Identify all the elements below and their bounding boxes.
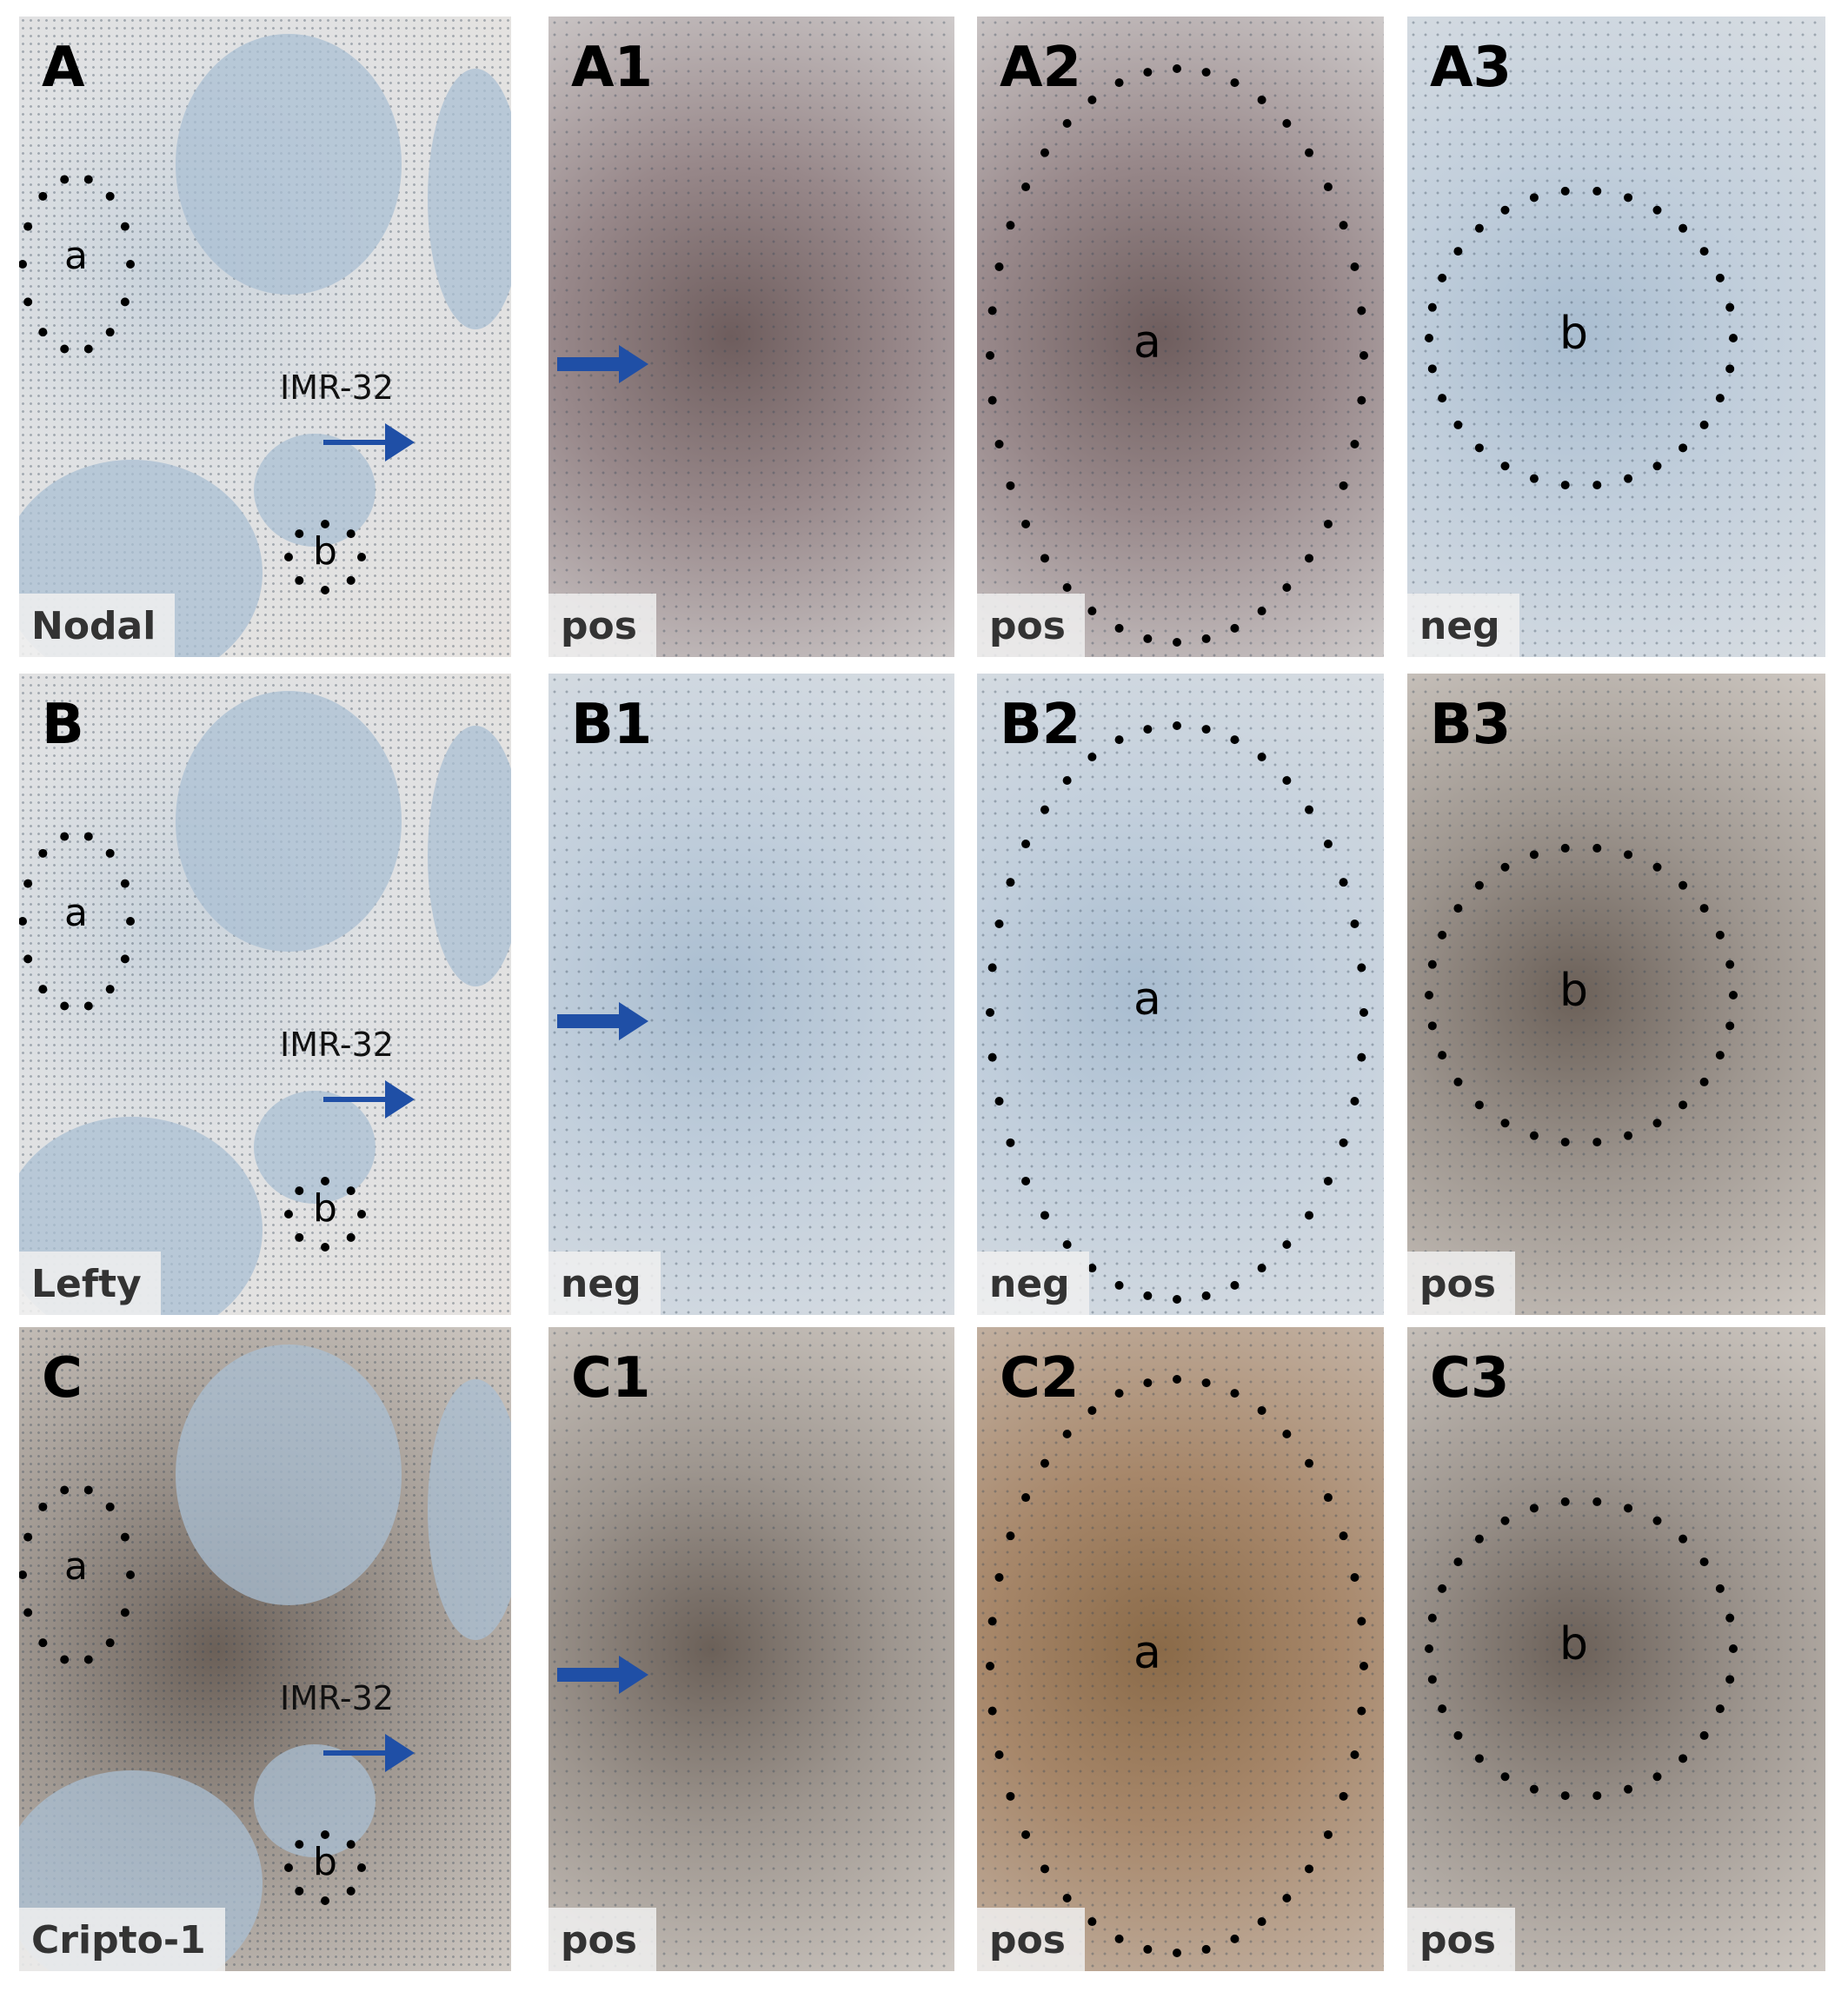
region-label: b <box>1559 965 1589 1017</box>
region-label: a <box>1133 316 1161 369</box>
result-label: pos <box>548 1908 656 1971</box>
region-label: b <box>1559 1618 1589 1670</box>
overview-panel: B a b IMR-32 Lefty <box>19 674 511 1315</box>
zoom-panel-a3: A3 b neg <box>1407 17 1825 657</box>
panel-letter: A2 <box>1000 36 1082 100</box>
region-a-label: a <box>64 234 88 278</box>
region-b-label: b <box>313 1840 337 1884</box>
region-outline <box>1425 186 1738 490</box>
zoom-panel-c3: C3 b pos <box>1407 1327 1825 1971</box>
overview-panel: A a b IMR-32 Nodal <box>19 17 511 657</box>
panel-letter: B2 <box>1000 693 1081 757</box>
panel-letter: C <box>42 1346 83 1411</box>
result-label: neg <box>977 1252 1089 1315</box>
region-label: a <box>1133 1627 1161 1679</box>
cell-line-label: IMR-32 <box>280 1679 394 1717</box>
region-label: a <box>1133 973 1161 1026</box>
panel-letter: A1 <box>571 36 654 100</box>
panel-letter: C3 <box>1430 1346 1510 1411</box>
panel-letter: A <box>42 36 85 100</box>
region-outlines <box>19 832 415 1252</box>
region-outline <box>986 64 1368 647</box>
panel-letter: B <box>42 693 84 757</box>
zoom-panel-a1: A1 pos <box>548 17 954 657</box>
result-label: pos <box>977 594 1085 657</box>
panel-letter: C1 <box>571 1346 651 1411</box>
region-outline <box>1425 843 1738 1147</box>
region-outlines <box>19 175 415 594</box>
marker-label: Nodal <box>19 594 176 657</box>
result-label: pos <box>548 594 656 657</box>
panel-letter: B1 <box>571 693 653 757</box>
marker-label: Cripto-1 <box>19 1908 225 1971</box>
zoom-panel-b2: B2 a neg <box>977 674 1384 1315</box>
zoom-panel-b1: B1 neg <box>548 674 954 1315</box>
result-label: pos <box>1407 1908 1515 1971</box>
panel-letter: B3 <box>1430 693 1512 757</box>
region-outline <box>1425 1497 1738 1801</box>
zoom-panel-c2: C2 a pos <box>977 1327 1384 1971</box>
panel-letter: C2 <box>1000 1346 1080 1411</box>
zoom-panel-b3: B3 b pos <box>1407 674 1825 1315</box>
cell-line-label: IMR-32 <box>280 1026 394 1064</box>
zoom-panel-a2: A2 a pos <box>977 17 1384 657</box>
panel-letter: A3 <box>1430 36 1512 100</box>
result-label: pos <box>1407 1252 1515 1315</box>
region-outline <box>986 1375 1368 1957</box>
region-a-label: a <box>64 1544 88 1589</box>
region-outline <box>986 721 1368 1304</box>
result-label: neg <box>548 1252 661 1315</box>
cell-line-label: IMR-32 <box>280 369 394 407</box>
arrow-icon <box>557 1656 648 1694</box>
region-a-label: a <box>64 891 88 935</box>
result-label: pos <box>977 1908 1085 1971</box>
arrow-icon <box>557 345 648 383</box>
region-outlines <box>19 1485 415 1905</box>
region-label: b <box>1559 308 1589 360</box>
marker-label: Lefty <box>19 1252 161 1315</box>
arrow-icon <box>557 1002 648 1040</box>
result-label: neg <box>1407 594 1519 657</box>
zoom-panel-c1: C1 pos <box>548 1327 954 1971</box>
region-b-label: b <box>313 1186 337 1231</box>
region-b-label: b <box>313 529 337 574</box>
overview-panel: C a b IMR-32 Cripto-1 <box>19 1327 511 1971</box>
